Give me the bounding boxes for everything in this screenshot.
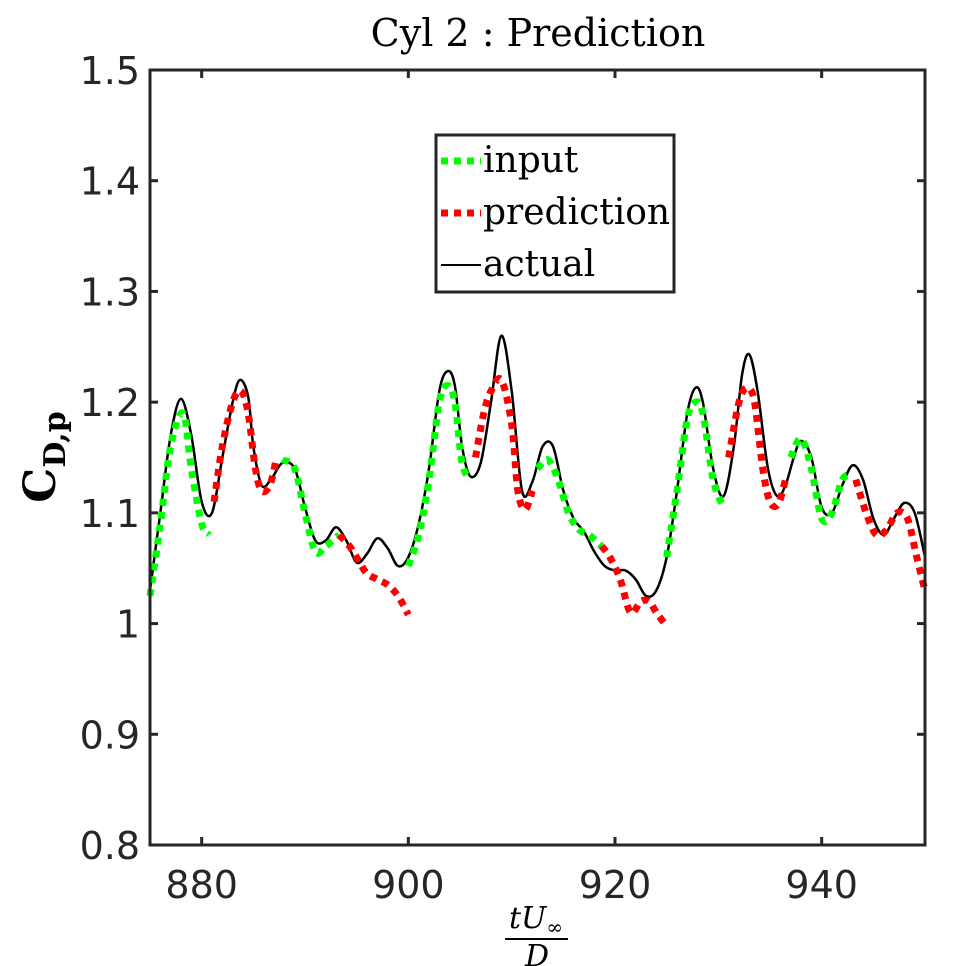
x-tick-label: 940: [785, 863, 858, 907]
y-tick-label: 1.3: [80, 270, 140, 314]
x-tick-label: 880: [165, 863, 238, 907]
x-axis-label-numerator-sub: ∞: [546, 915, 563, 939]
x-axis-label-numerator: tU: [509, 901, 548, 936]
x-axis-label-denominator: D: [524, 939, 549, 966]
input-segment: [787, 435, 855, 526]
y-tick-label: 0.8: [80, 824, 140, 868]
y-tick-label: 1: [116, 603, 140, 647]
y-ticks: 0.8 0.9 1 1.1 1.2 1.3 1.4 1.5: [80, 49, 925, 868]
legend: input prediction actual: [434, 133, 676, 294]
input-segment: [280, 456, 342, 557]
y-tick-label: 0.9: [80, 713, 140, 757]
x-ticks: 880 900 920 940: [165, 70, 858, 907]
y-tick-label: 1.1: [80, 492, 140, 536]
chart-title: Cyl 2 : Prediction: [371, 11, 706, 55]
plot-area: [146, 334, 929, 626]
axes-box: [148, 68, 927, 847]
svg-text:tU∞: tU∞: [509, 901, 563, 939]
series-input: [146, 382, 855, 597]
legend-label-prediction: prediction: [483, 192, 670, 233]
input-segment: [534, 456, 604, 549]
prediction-segment: [852, 478, 929, 592]
prediction-segment: [336, 532, 412, 617]
input-segment: [663, 398, 727, 558]
prediction-segment: [725, 384, 789, 510]
svg-text:CD,p: CD,p: [15, 411, 73, 502]
legend-label-actual: actual: [483, 244, 595, 285]
prediction-segment: [210, 387, 280, 503]
y-axis-label-sub: D,p: [38, 411, 73, 467]
prediction-segment: [598, 543, 668, 626]
series-prediction: [210, 375, 929, 626]
y-tick-label: 1.2: [80, 381, 140, 425]
y-tick-label: 1.4: [80, 160, 140, 204]
y-tick-label: 1.5: [80, 49, 140, 93]
y-axis-label-main: C: [15, 468, 66, 503]
input-segment: [146, 409, 212, 597]
x-axis-label: tU∞ D: [505, 901, 568, 966]
input-segment: [405, 382, 474, 568]
x-tick-label: 900: [372, 863, 445, 907]
y-axis-label: CD,p: [15, 411, 73, 502]
prediction-segment: [472, 375, 536, 514]
x-tick-label: 920: [579, 863, 652, 907]
legend-label-input: input: [483, 140, 579, 181]
